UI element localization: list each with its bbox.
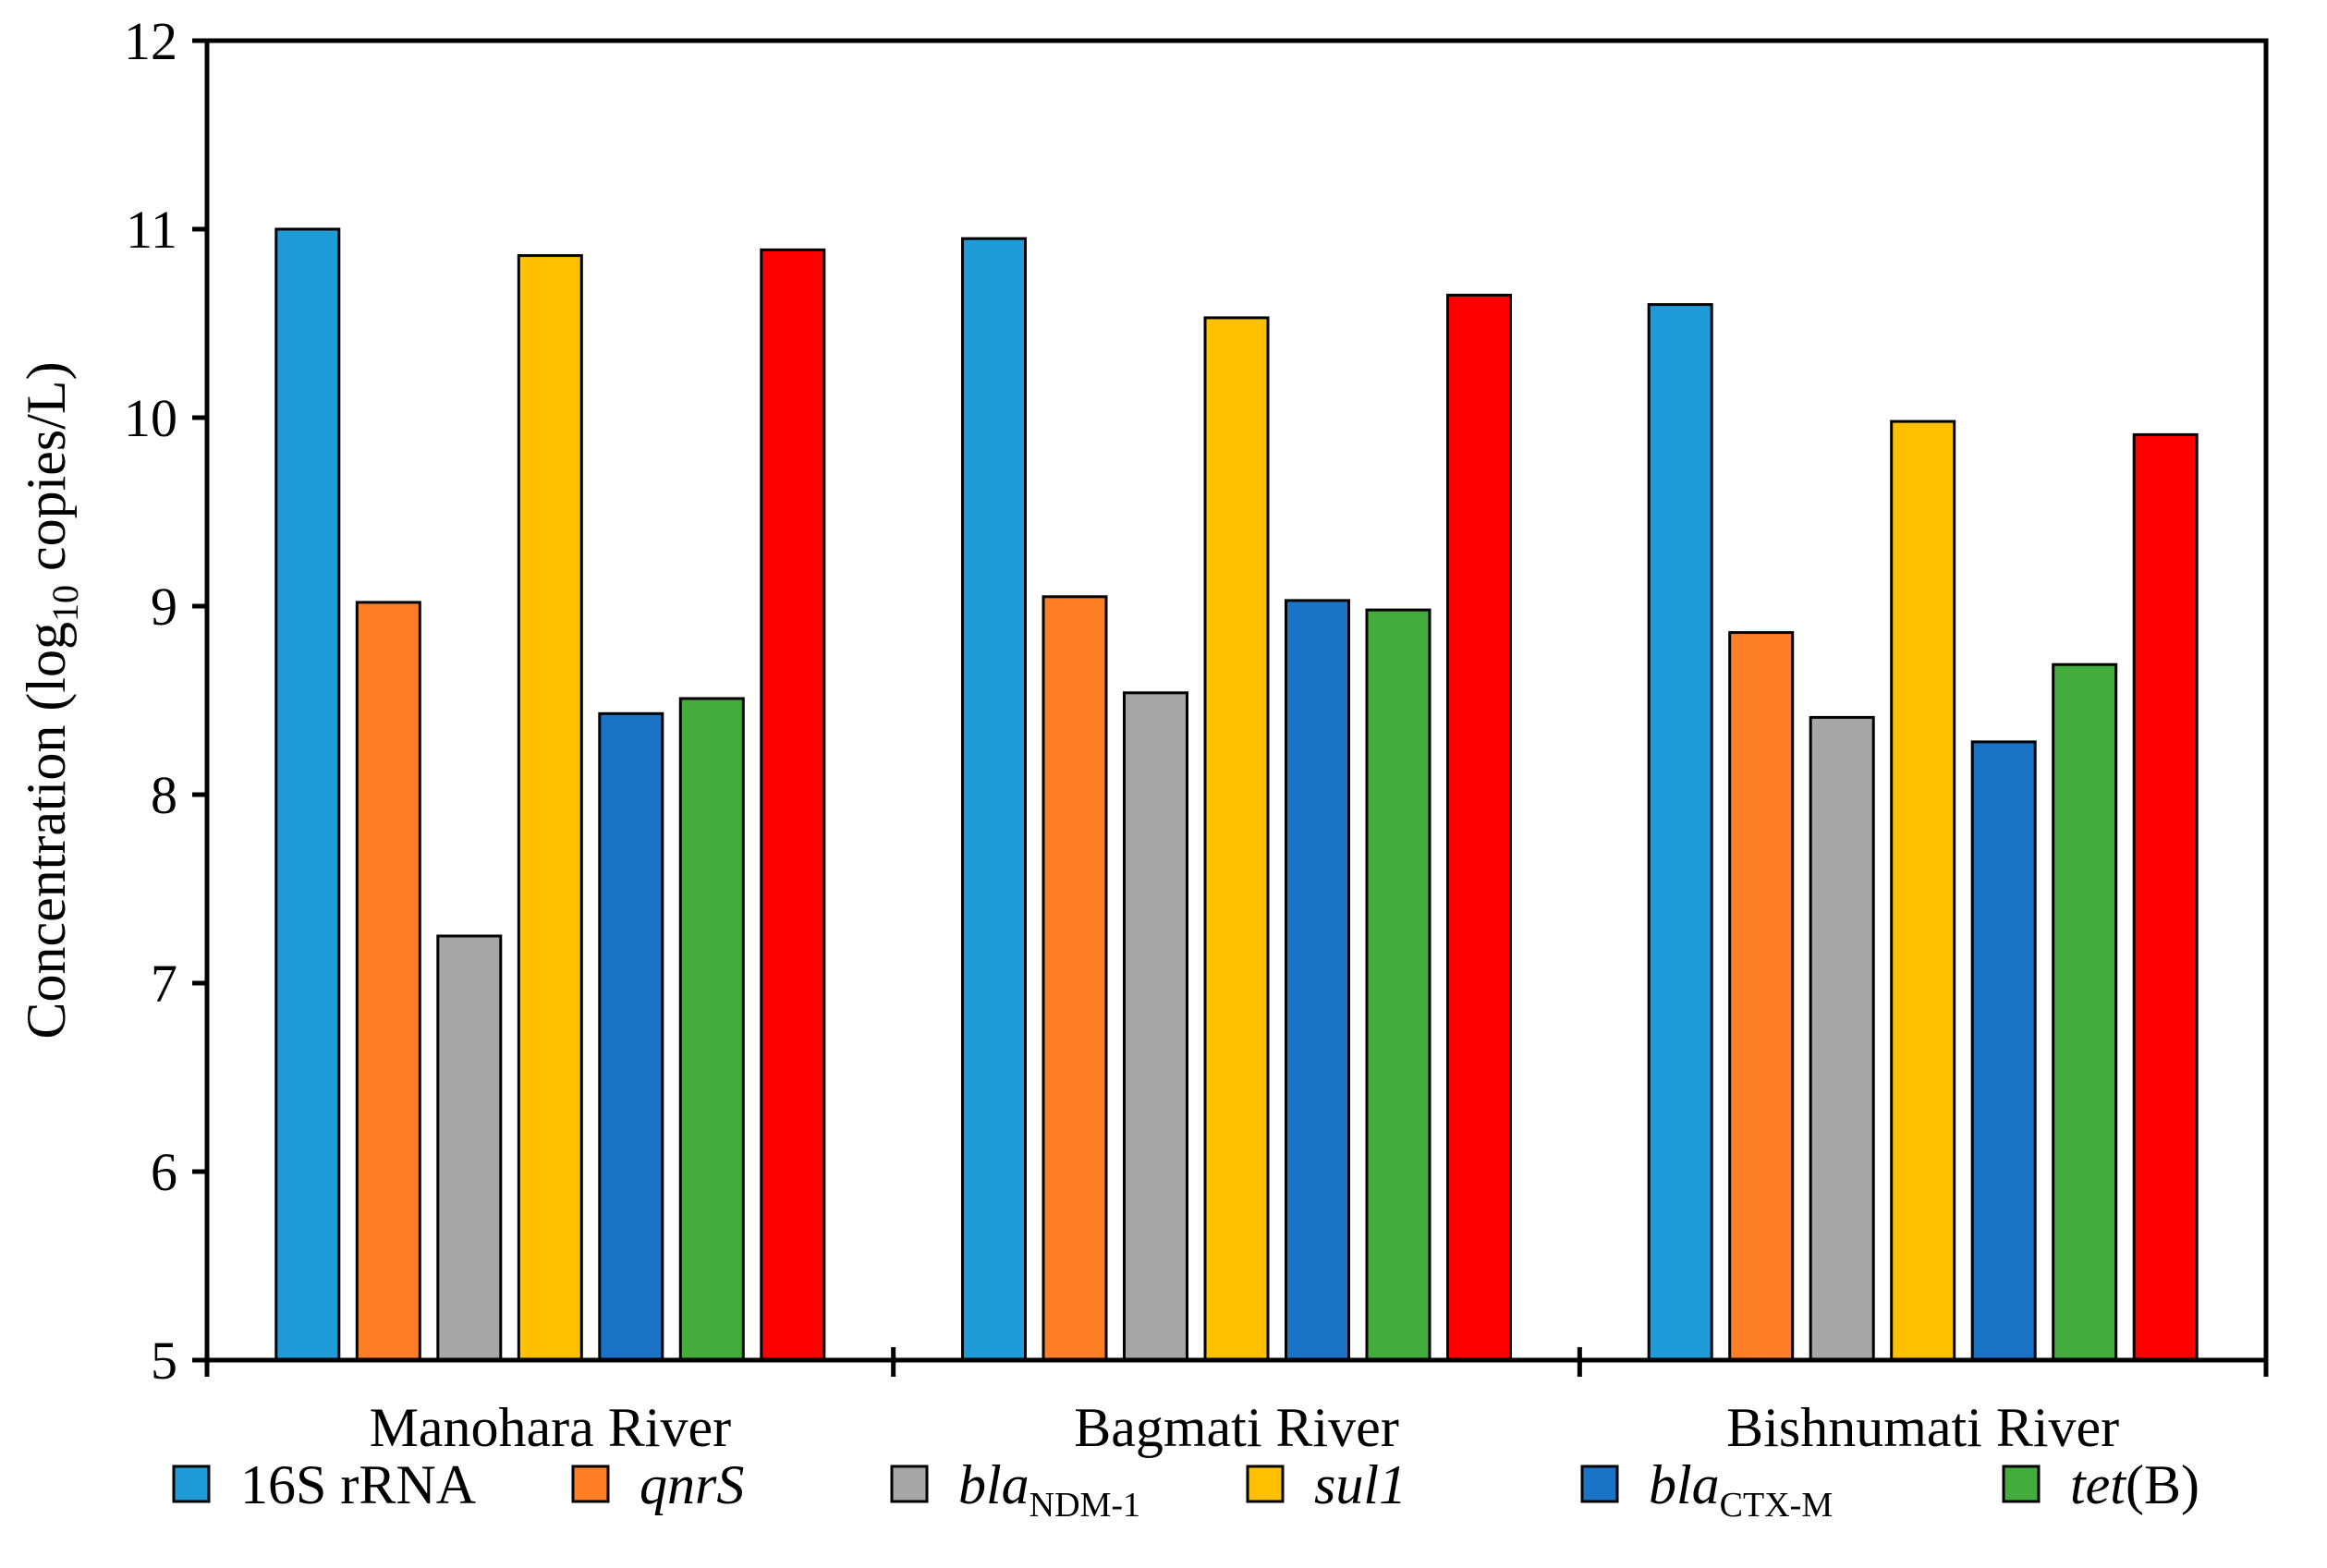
y-tick-label: 5: [151, 1331, 177, 1391]
bar-inti1-bishnumati-river: [2132, 432, 2199, 1362]
legend-label: sul1: [1314, 1454, 1407, 1515]
legend-item-16s-rrna: 16S rRNA: [172, 1454, 476, 1515]
legend-label: blaNDM-1: [958, 1454, 1140, 1525]
x-axis-categories: Manohara River Bagmati River Bishnumati Ri…: [370, 1397, 2120, 1458]
x-category-label: Manohara River: [370, 1397, 732, 1458]
legend-item-qnrs: qnrS: [571, 1454, 744, 1515]
bar-qnrs-bishnumati-river: [1728, 631, 1795, 1362]
legend-label: qnrS: [640, 1454, 744, 1515]
legend-item-blactx-m: blaCTX-M: [1580, 1454, 1833, 1525]
bar-sul1-bishnumati-river: [1890, 419, 1956, 1362]
bar-16s-rrna-bishnumati-river: [1647, 303, 1713, 1362]
x-category-label: Bagmati River: [1074, 1397, 1399, 1458]
legend-label: 16S rRNA: [240, 1454, 476, 1515]
legend-item-sul1: sul1: [1246, 1454, 1407, 1515]
legend-swatch: [890, 1465, 929, 1503]
bar-sul1-bagmati-river: [1203, 316, 1270, 1362]
x-category-label: Bishnumati River: [1726, 1397, 2119, 1458]
y-tick-label: 10: [124, 388, 177, 448]
plot-frame: [204, 38, 2269, 1363]
legend-swatch: [1246, 1465, 1285, 1503]
y-tick-label: 9: [151, 577, 177, 637]
plot-border: [204, 38, 2269, 1363]
bars-layer: [274, 227, 2199, 1362]
bar-qnrs-bagmati-river: [1042, 595, 1108, 1362]
bar-16s-rrna-manohara-river: [274, 227, 341, 1362]
bar-inti1-manohara-river: [760, 248, 826, 1362]
legend: 16S rRNAqnrSblaNDM-1sul1blaCTX-Mtet(B)in…: [172, 1454, 2199, 1525]
y-tick-label: 11: [126, 200, 177, 260]
legend-swatch: [571, 1465, 610, 1503]
bar-blactx-m-bishnumati-river: [1970, 740, 2037, 1362]
y-tick-label: 12: [124, 11, 177, 71]
legend-item-blandm-1: blaNDM-1: [890, 1454, 1140, 1525]
bar-inti1-bagmati-river: [1446, 293, 1512, 1362]
bar-16s-rrna-bagmati-river: [961, 237, 1027, 1362]
y-axis-ticks: 5 6 7 8 9 10 11 12: [124, 11, 2269, 1391]
bar-sul1-manohara-river: [517, 254, 583, 1362]
legend-swatch: [1580, 1465, 1619, 1503]
bar-tet-b--bagmati-river: [1365, 608, 1432, 1362]
y-axis-title: Concentration (log10 copies/L): [16, 361, 86, 1039]
legend-item-tet-b-: tet(B): [2002, 1454, 2199, 1515]
legend-label: tet(B): [2070, 1454, 2199, 1515]
legend-label: blaCTX-M: [1649, 1454, 1833, 1525]
y-tick-label: 8: [151, 765, 177, 825]
bar-qnrs-manohara-river: [355, 601, 421, 1362]
bar-tet-b--bishnumati-river: [2052, 662, 2118, 1362]
bar-blactx-m-bagmati-river: [1285, 599, 1350, 1362]
bar-blandm-1-bishnumati-river: [1809, 715, 1875, 1362]
legend-swatch: [172, 1465, 211, 1503]
bar-blactx-m-manohara-river: [598, 711, 664, 1362]
y-tick-label: 6: [151, 1142, 177, 1202]
y-tick-label: 7: [151, 954, 177, 1014]
bar-blandm-1-manohara-river: [436, 934, 503, 1362]
bar-blandm-1-bagmati-river: [1123, 691, 1188, 1362]
legend-swatch: [2002, 1465, 2041, 1503]
bar-tet-b--manohara-river: [678, 697, 745, 1362]
